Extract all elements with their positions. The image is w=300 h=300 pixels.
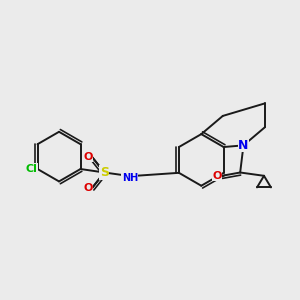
Text: NH: NH xyxy=(122,173,138,184)
Text: S: S xyxy=(100,166,109,179)
Text: O: O xyxy=(83,183,92,194)
Text: O: O xyxy=(212,171,222,181)
Text: N: N xyxy=(238,139,249,152)
Text: Cl: Cl xyxy=(26,164,38,174)
Text: O: O xyxy=(83,152,92,162)
